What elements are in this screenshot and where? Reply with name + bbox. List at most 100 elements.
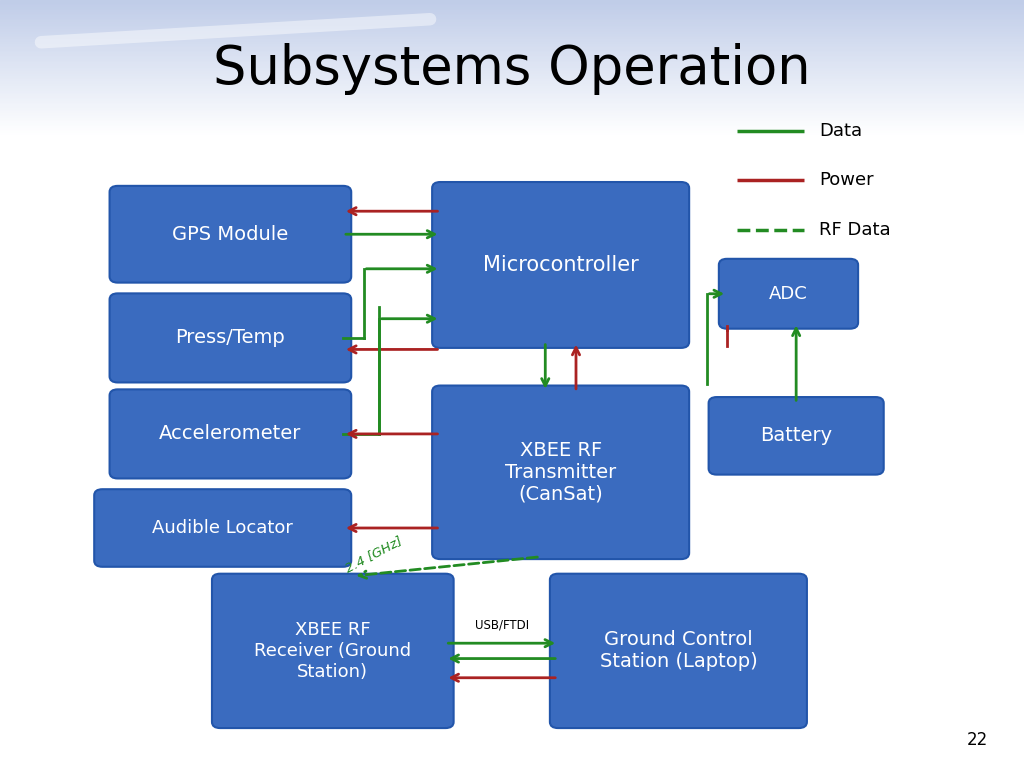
Text: 2.4 [GHz]: 2.4 [GHz] [343, 535, 404, 575]
Text: Ground Control
Station (Laptop): Ground Control Station (Laptop) [599, 631, 758, 671]
FancyBboxPatch shape [212, 574, 454, 728]
FancyBboxPatch shape [94, 489, 351, 567]
Text: Subsystems Operation: Subsystems Operation [213, 43, 811, 95]
FancyBboxPatch shape [110, 293, 351, 382]
Bar [0, 129, 1024, 131]
Text: Press/Temp: Press/Temp [175, 329, 286, 347]
Bar [0, 94, 1024, 96]
Bar [0, 113, 1024, 114]
Bar [0, 89, 1024, 91]
Bar [0, 2, 1024, 3]
Bar [0, 27, 1024, 28]
Bar [0, 106, 1024, 108]
Bar [0, 5, 1024, 7]
Bar [0, 71, 1024, 72]
Bar [0, 69, 1024, 71]
Bar [0, 126, 1024, 127]
Bar [0, 32, 1024, 34]
Bar [0, 92, 1024, 94]
Bar [0, 98, 1024, 99]
Bar [0, 91, 1024, 92]
Bar [0, 111, 1024, 113]
Bar [0, 48, 1024, 51]
Bar [0, 127, 1024, 129]
Text: Microcontroller: Microcontroller [482, 255, 639, 275]
Bar [0, 78, 1024, 79]
Bar [0, 81, 1024, 82]
FancyBboxPatch shape [709, 397, 884, 475]
Bar [0, 15, 1024, 17]
FancyBboxPatch shape [432, 386, 689, 559]
Bar [0, 114, 1024, 116]
Bar [0, 79, 1024, 81]
Bar [0, 108, 1024, 109]
Bar [0, 14, 1024, 15]
Bar [0, 61, 1024, 62]
Bar [0, 12, 1024, 14]
Bar [0, 52, 1024, 54]
Bar [0, 131, 1024, 133]
Bar [0, 10, 1024, 12]
Bar [0, 25, 1024, 27]
Bar [0, 22, 1024, 24]
Bar [0, 68, 1024, 69]
Bar [0, 17, 1024, 18]
Bar [0, 44, 1024, 45]
Bar [0, 104, 1024, 106]
Bar [0, 86, 1024, 88]
Bar [0, 123, 1024, 124]
Text: ADC: ADC [769, 285, 808, 303]
Bar [0, 40, 1024, 42]
Bar [0, 20, 1024, 22]
Bar [0, 96, 1024, 98]
Bar [0, 34, 1024, 35]
Text: 22: 22 [967, 731, 988, 749]
Bar [0, 38, 1024, 41]
Bar [0, 8, 1024, 10]
Text: RF Data: RF Data [819, 221, 891, 240]
Bar [0, 37, 1024, 38]
Text: Accelerometer: Accelerometer [159, 425, 302, 443]
Text: Battery: Battery [760, 426, 833, 445]
Text: XBEE RF
Receiver (Ground
Station): XBEE RF Receiver (Ground Station) [254, 621, 412, 680]
Bar [0, 3, 1024, 5]
Bar [0, 75, 1024, 78]
Bar [0, 101, 1024, 102]
Bar [0, 133, 1024, 134]
Bar [0, 54, 1024, 55]
Bar [0, 24, 1024, 25]
Bar [0, 18, 1024, 20]
FancyBboxPatch shape [719, 259, 858, 329]
Text: Data: Data [819, 121, 862, 140]
Bar [0, 62, 1024, 64]
Bar [0, 119, 1024, 121]
Bar [0, 116, 1024, 118]
Text: XBEE RF
Transmitter
(CanSat): XBEE RF Transmitter (CanSat) [505, 441, 616, 504]
Bar [0, 64, 1024, 65]
Text: Power: Power [819, 171, 873, 190]
Bar [0, 30, 1024, 32]
Bar [0, 74, 1024, 75]
Bar [0, 0, 1024, 2]
Bar [0, 55, 1024, 57]
FancyBboxPatch shape [110, 186, 351, 283]
Bar [0, 82, 1024, 84]
Bar [0, 35, 1024, 37]
Bar [0, 59, 1024, 61]
FancyBboxPatch shape [110, 389, 351, 478]
Bar [0, 84, 1024, 86]
Bar [0, 72, 1024, 74]
Bar [0, 109, 1024, 111]
Bar [0, 7, 1024, 8]
Bar [0, 42, 1024, 44]
Bar [0, 118, 1024, 119]
Bar [0, 57, 1024, 59]
Bar [0, 99, 1024, 101]
Bar [0, 65, 1024, 68]
FancyBboxPatch shape [550, 574, 807, 728]
Bar [0, 47, 1024, 48]
FancyBboxPatch shape [432, 182, 689, 348]
Bar [0, 102, 1024, 104]
Bar [0, 124, 1024, 126]
Text: GPS Module: GPS Module [172, 225, 289, 243]
